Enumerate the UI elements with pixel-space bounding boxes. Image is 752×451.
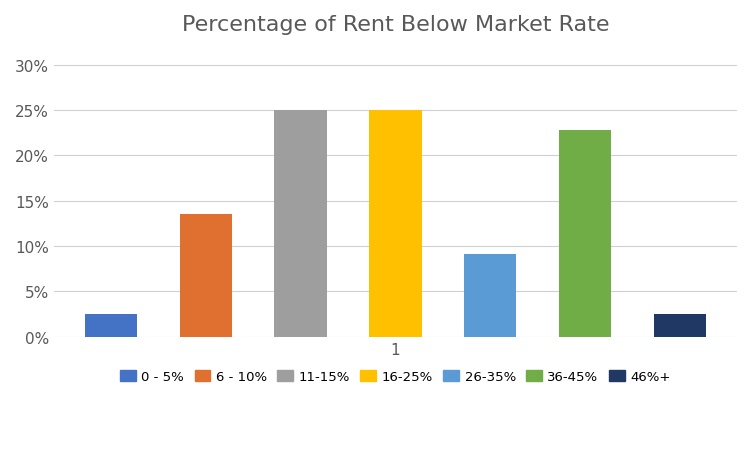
Bar <box>654 314 706 337</box>
Bar <box>464 255 517 337</box>
Title: Percentage of Rent Below Market Rate: Percentage of Rent Below Market Rate <box>182 15 609 35</box>
Bar <box>559 131 611 337</box>
Bar <box>369 111 422 337</box>
Bar <box>274 111 326 337</box>
Bar <box>85 314 137 337</box>
Bar <box>180 214 232 337</box>
Legend: 0 - 5%, 6 - 10%, 11-15%, 16-25%, 26-35%, 36-45%, 46%+: 0 - 5%, 6 - 10%, 11-15%, 16-25%, 26-35%,… <box>115 364 676 388</box>
